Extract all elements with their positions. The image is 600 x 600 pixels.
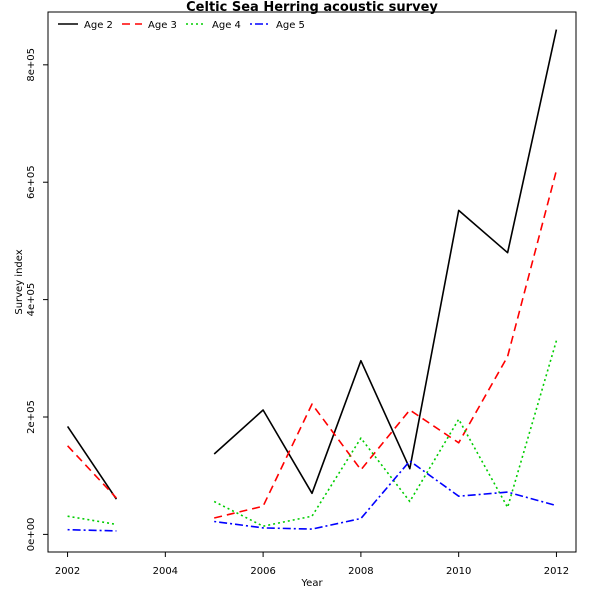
chart-title: Celtic Sea Herring acoustic survey <box>186 0 438 15</box>
x-axis-label: Year <box>300 578 323 589</box>
legend-label: Age 4 <box>212 20 241 31</box>
legend: Age 2 Age 3 Age 4 Age 5 <box>58 20 305 31</box>
series-line-age-4 <box>67 515 117 526</box>
legend-label: Age 2 <box>84 20 113 31</box>
y-tick-label: 6e+05 <box>26 165 37 199</box>
legend-label: Age 5 <box>276 20 305 31</box>
series-line-age-4 <box>213 340 558 528</box>
series-line-age-3 <box>67 445 117 499</box>
x-tick-label: 2006 <box>250 566 275 577</box>
x-tick-label: 2012 <box>544 566 569 577</box>
plot-frame <box>47 11 577 553</box>
series-line-age-5 <box>214 460 557 530</box>
legend-label: Age 3 <box>148 20 177 31</box>
series-line-age-2 <box>66 425 118 500</box>
x-tick-label: 2004 <box>153 566 178 577</box>
y-axis-label: Survey index <box>14 249 25 314</box>
x-tick-label: 2002 <box>55 566 80 577</box>
x-tick-label: 2010 <box>446 566 471 577</box>
series-line-age-5 <box>67 528 117 532</box>
y-tick-label: 8e+05 <box>26 48 37 82</box>
x-axis: 2002 2004 2006 2008 2010 2012 <box>55 552 569 577</box>
series-line-age-2 <box>213 29 558 495</box>
y-tick-label: 0e+00 <box>26 518 37 552</box>
y-tick-label: 4e+05 <box>26 283 37 317</box>
x-tick-label: 2008 <box>348 566 373 577</box>
y-tick-label: 2e+05 <box>26 400 37 434</box>
series-line-age-3 <box>214 170 558 519</box>
y-axis: 0e+00 2e+05 4e+05 6e+05 8e+05 <box>26 48 48 551</box>
